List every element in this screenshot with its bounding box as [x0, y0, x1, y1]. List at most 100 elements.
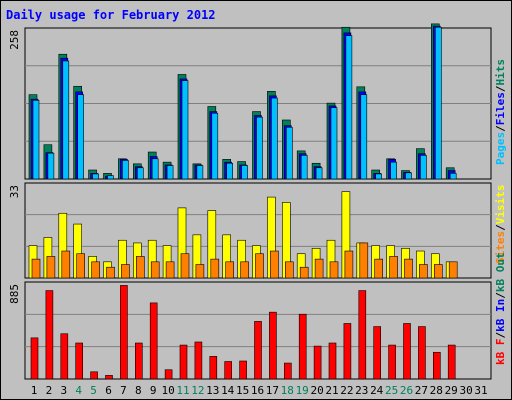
pages-bar: [330, 107, 338, 180]
kbytes-bar: [179, 344, 188, 380]
x-tick-label: 30: [459, 384, 472, 397]
x-tick-label: 8: [135, 384, 142, 397]
x-tick-label: 29: [445, 384, 458, 397]
x-tick-label: 31: [474, 384, 487, 397]
kbytes-bar: [328, 342, 337, 380]
x-tick-label: 2: [46, 384, 53, 397]
legend-entry: Pages: [494, 132, 507, 165]
kbytes-bar: [343, 323, 352, 380]
x-tick-label: 7: [120, 384, 127, 397]
pages-bar: [345, 35, 353, 180]
kbytes-bar: [45, 290, 54, 380]
x-tick-label: 10: [161, 384, 174, 397]
sites-bar: [61, 250, 71, 279]
pages-bar: [360, 94, 368, 180]
sites-bar: [448, 261, 458, 279]
x-tick-label: 1: [31, 384, 38, 397]
chart-title: Daily usage for February 2012: [6, 8, 216, 22]
sites-bar: [210, 258, 220, 279]
pages-bar: [77, 94, 84, 180]
sites-bar: [329, 261, 339, 279]
pages-bar: [420, 155, 427, 180]
sites-bar: [136, 256, 145, 279]
kbytes-bar: [239, 360, 247, 380]
x-tick-label: 16: [251, 384, 264, 397]
legend-text: Sites/Visits: [494, 185, 507, 265]
x-tick-label: 9: [150, 384, 157, 397]
pages-bar: [211, 112, 219, 180]
sites-bar: [150, 261, 160, 279]
sites-bar: [344, 250, 354, 279]
kbytes-bar: [149, 302, 158, 380]
legend-entry: Sites: [494, 231, 507, 264]
kbytes-bar: [447, 344, 456, 380]
y-max-label: 885: [8, 284, 21, 304]
sites-bar: [284, 261, 294, 279]
kbytes-bar: [105, 375, 113, 380]
sites-bar: [404, 258, 413, 279]
legend-text: Pages/Files/Hits: [494, 59, 507, 165]
x-tick-label: 12: [191, 384, 204, 397]
pages-bar: [256, 116, 263, 180]
kbytes-bar: [209, 356, 218, 380]
legend-entry: Files: [494, 92, 507, 125]
pages-bar: [315, 167, 323, 180]
kbytes-bar: [418, 326, 426, 380]
x-tick-label: 6: [105, 384, 112, 397]
x-tick-label: 26: [400, 384, 413, 397]
x-tick-label: 19: [296, 384, 309, 397]
pages-bar: [107, 175, 114, 180]
pages-bar: [196, 165, 204, 180]
y-max-label: 33: [8, 185, 21, 198]
x-tick-label: 22: [340, 384, 353, 397]
sites-bar: [359, 242, 369, 279]
x-tick-label: 17: [266, 384, 279, 397]
x-tick-label: 13: [206, 384, 219, 397]
legend-text: kB F/kB In/kB Out: [494, 252, 507, 365]
sites-bar: [165, 261, 175, 279]
kbytes-bar: [135, 342, 143, 380]
legend-entry: Visits: [494, 185, 507, 225]
kbytes-bar: [75, 342, 83, 380]
pages-bar: [390, 161, 397, 180]
pages-bar: [405, 172, 412, 180]
kbytes-bar: [30, 337, 39, 380]
legend-entry: /: [494, 332, 507, 339]
sites-bar: [433, 264, 443, 279]
kbytes-bar: [313, 345, 322, 380]
sites-bar: [299, 266, 309, 279]
sites-bar: [31, 258, 41, 279]
pages-bar: [32, 100, 40, 180]
x-tick-label: 20: [310, 384, 323, 397]
kbytes-bar: [388, 344, 396, 380]
sites-bar: [374, 258, 384, 279]
kbytes-bar: [120, 285, 128, 380]
pages-bar: [137, 167, 144, 180]
kbytes-bar: [373, 326, 382, 380]
pages-bar: [151, 158, 159, 180]
pages-bar: [449, 173, 457, 180]
pages-bar: [92, 173, 99, 180]
kbytes-bar: [269, 311, 277, 380]
x-tick-label: 23: [355, 384, 368, 397]
kbytes-bar: [60, 333, 69, 380]
sites-bar: [46, 256, 56, 279]
sites-bar: [255, 253, 264, 279]
pages-bar: [166, 165, 174, 180]
legend-entry: kB In: [494, 299, 507, 332]
x-tick-label: 21: [325, 384, 338, 397]
sites-bar: [389, 256, 398, 279]
sites-bar: [195, 264, 205, 279]
legend-entry: /: [494, 224, 507, 231]
legend-entry: Hits: [494, 59, 507, 86]
x-tick-label: 14: [221, 384, 235, 397]
x-tick-label: 4: [75, 384, 82, 397]
kbytes-bar: [254, 321, 262, 380]
sites-bar: [76, 253, 85, 279]
x-tick-label: 25: [385, 384, 398, 397]
kbytes-bar: [164, 369, 173, 380]
kbytes-bar: [90, 371, 98, 380]
kbytes-bar: [403, 323, 411, 380]
pages-bar: [62, 60, 70, 180]
